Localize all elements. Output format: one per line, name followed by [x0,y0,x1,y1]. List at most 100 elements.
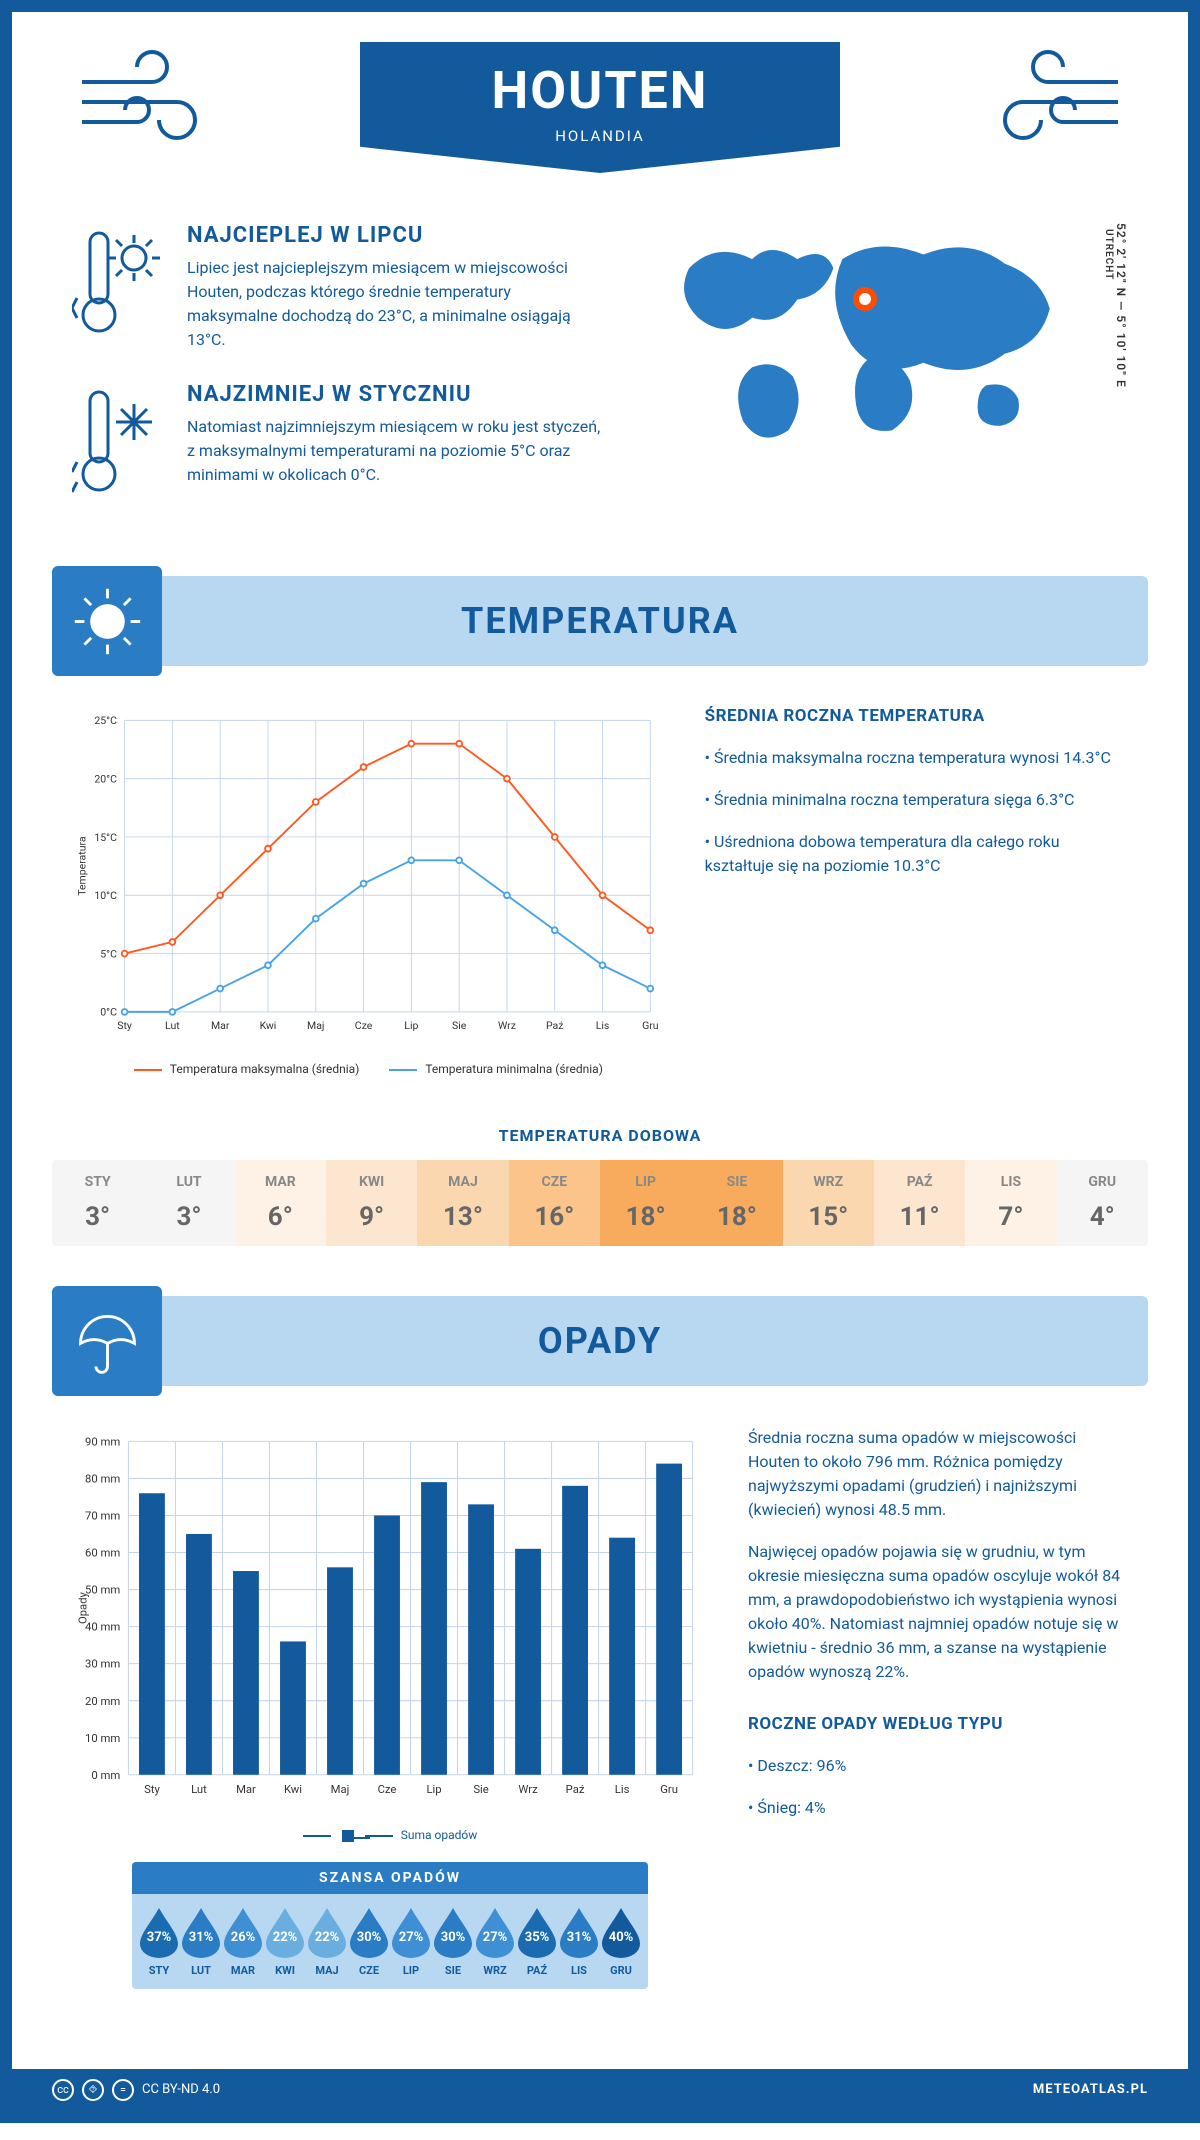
nd-icon: = [112,2079,134,2101]
daily-month: SIE [691,1174,782,1190]
daily-cell: PAŹ 11° [874,1160,965,1246]
section-title-precip: OPADY [52,1320,1148,1362]
drop-month: LIP [390,1964,432,1977]
svg-text:Mar: Mar [236,1783,256,1796]
svg-text:90 mm: 90 mm [85,1436,120,1449]
temp-side-title: ŚREDNIA ROCZNA TEMPERATURA [705,706,1128,726]
by-icon: ⯑ [82,2079,104,2101]
svg-text:0 mm: 0 mm [91,1769,120,1782]
svg-text:Kwi: Kwi [260,1019,277,1032]
drop-value: 30% [357,1930,382,1945]
temp-side-item: Średnia maksymalna roczna temperatura wy… [705,746,1128,770]
svg-text:80 mm: 80 mm [85,1473,120,1486]
daily-month: LIP [600,1174,691,1190]
section-header-precip: OPADY [52,1296,1148,1386]
daily-cell: LIS 7° [965,1160,1056,1246]
daily-month: WRZ [783,1174,874,1190]
temp-side-item: Średnia minimalna roczna temperatura się… [705,788,1128,812]
legend-min: Temperatura minimalna (średnia) [389,1062,603,1076]
rain-chance-box: SZANSA OPADÓW 37% STY 31% LUT 26% MAR 22… [132,1862,648,1989]
daily-month: MAJ [417,1174,508,1190]
svg-text:Lut: Lut [165,1019,180,1032]
drop-month: CZE [348,1964,390,1977]
thermometer-sun-icon [72,223,162,352]
precip-row: 0 mm10 mm20 mm30 mm40 mm50 mm60 mm70 mm8… [12,1426,1188,2029]
drop-cell: 22% MAJ [306,1906,348,1977]
svg-text:70 mm: 70 mm [85,1510,120,1523]
section-header-temperature: TEMPERATURA [52,576,1148,666]
daily-temp-band: STY 3°LUT 3°MAR 6°KWI 9°MAJ 13°CZE 16°LI… [52,1160,1148,1246]
license-block: cc ⯑ = CC BY-ND 4.0 [52,2079,220,2101]
raindrop-icon: 35% [516,1906,558,1958]
precip-paragraph: Najwięcej opadów pojawia się w grudniu, … [748,1540,1128,1684]
daily-month: STY [52,1174,143,1190]
legend-precip: Suma opadów [303,1828,477,1842]
hot-text: Lipiec jest najcieplejszym miesiącem w m… [187,256,604,352]
daily-cell: GRU 4° [1057,1160,1148,1246]
section-title-temperature: TEMPERATURA [52,600,1148,642]
brand-text: METEOATLAS.PL [1033,2082,1148,2097]
license-text: CC BY-ND 4.0 [142,2082,220,2097]
wind-icon-right [968,42,1128,152]
drop-value: 31% [189,1930,214,1945]
title-banner: HOUTEN HOLANDIA [232,42,968,173]
cc-icon: cc [52,2079,74,2101]
drop-month: LIS [558,1964,600,1977]
drop-cell: 40% GRU [600,1906,642,1977]
drop-value: 22% [315,1930,340,1945]
svg-text:20 mm: 20 mm [85,1695,120,1708]
raindrop-icon: 30% [348,1906,390,1958]
drop-value: 22% [273,1930,298,1945]
svg-text:30 mm: 30 mm [85,1658,120,1671]
daily-month: MAR [235,1174,326,1190]
cold-text: Natomiast najzimniejszym miesiącem w rok… [187,415,604,487]
location-marker-icon [853,287,877,311]
summary-row: NAJCIEPLEJ W LIPCU Lipiec jest najcieple… [12,193,1188,576]
svg-text:Temperatura: Temperatura [75,836,88,896]
svg-text:20°C: 20°C [94,772,117,785]
svg-text:Paź: Paź [546,1019,564,1032]
daily-cell: WRZ 15° [783,1160,874,1246]
raindrop-icon: 26% [222,1906,264,1958]
drop-cell: 37% STY [138,1906,180,1977]
svg-text:25°C: 25°C [94,714,117,727]
svg-text:Lis: Lis [596,1019,610,1032]
svg-text:Sty: Sty [117,1019,132,1032]
thermometer-snow-icon [72,382,162,506]
raindrop-icon: 27% [474,1906,516,1958]
raindrop-icon: 27% [390,1906,432,1958]
svg-text:10 mm: 10 mm [85,1732,120,1745]
svg-text:Maj: Maj [331,1783,350,1796]
raindrop-icon: 40% [600,1906,642,1958]
daily-month: PAŹ [874,1174,965,1190]
svg-text:Mar: Mar [211,1019,230,1032]
wind-icon-left [72,42,232,152]
daily-cell: KWI 9° [326,1160,417,1246]
svg-text:Gru: Gru [642,1019,659,1032]
temp-side-item: Uśredniona dobowa temperatura dla całego… [705,830,1128,878]
svg-text:Sie: Sie [473,1783,488,1796]
svg-text:15°C: 15°C [94,831,117,844]
svg-text:Maj: Maj [307,1019,324,1032]
drop-month: LUT [180,1964,222,1977]
daily-month: GRU [1057,1174,1148,1190]
svg-text:Sty: Sty [144,1783,160,1796]
drop-value: 27% [483,1930,508,1945]
precip-type-title: ROCZNE OPADY WEDŁUG TYPU [748,1714,1128,1734]
drop-value: 30% [441,1930,466,1945]
svg-text:60 mm: 60 mm [85,1547,120,1560]
daily-value: 18° [600,1202,691,1232]
daily-cell: SIE 18° [691,1160,782,1246]
svg-text:0°C: 0°C [100,1006,117,1019]
svg-text:10°C: 10°C [94,889,117,902]
svg-text:Cze: Cze [378,1783,397,1796]
drop-month: WRZ [474,1964,516,1977]
svg-text:Sie: Sie [452,1019,467,1032]
cold-fact: NAJZIMNIEJ W STYCZNIU Natomiast najzimni… [72,382,604,506]
drop-value: 31% [567,1930,592,1945]
svg-text:5°C: 5°C [100,947,117,960]
drop-cell: 27% LIP [390,1906,432,1977]
daily-value: 11° [874,1202,965,1232]
drop-month: GRU [600,1964,642,1977]
hot-fact: NAJCIEPLEJ W LIPCU Lipiec jest najcieple… [72,223,604,352]
